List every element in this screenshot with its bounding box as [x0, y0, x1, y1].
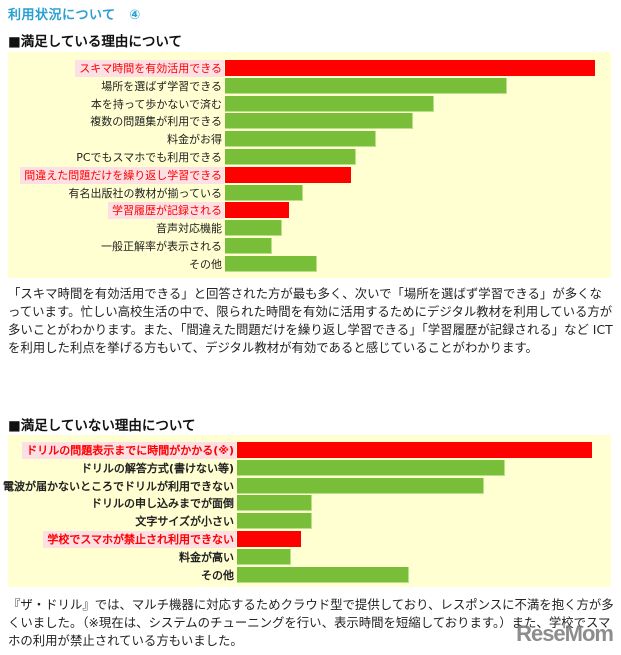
section-title-unsatisfied: ■満足していない理由について [8, 418, 196, 434]
chart-row: 有名出版社の教材が揃っている [8, 184, 611, 202]
chart-row: PCでもスマホでも利用できる [8, 149, 611, 166]
chart-row: スキマ時間を有効活用できる [8, 60, 611, 77]
bar-label: スキマ時間を有効活用できる [75, 60, 224, 77]
bar-label: 一般正解率が表示される [101, 240, 222, 253]
bar [237, 531, 301, 547]
chart-row: 電波が届かないところでドリルが利用できない [3, 477, 611, 495]
chart-row: 本を持って歩かないで済む [8, 95, 611, 113]
bar [237, 566, 409, 583]
chart-row: 料金がお得 [8, 131, 611, 148]
bar [225, 202, 289, 219]
bar [225, 220, 282, 237]
bar [237, 442, 592, 458]
bar-label: 場所を選ばず学習できる [101, 79, 222, 93]
bar [225, 238, 272, 254]
bar [225, 149, 356, 165]
bar-label: 音声対応機能 [156, 222, 222, 236]
bar-label: 料金が高い [179, 550, 234, 564]
bar [225, 113, 413, 130]
unsatisfied-reasons-chart: ドリルの問題表示までに時間がかかる(※) ドリルの解答方式(書けない等) 電波が届か… [3, 435, 611, 587]
bar-label: 複数の問題集が利用できる [90, 115, 222, 129]
bar [237, 495, 312, 512]
bar [225, 184, 303, 201]
chart-row: ドリルの解答方式(書けない等) [8, 459, 611, 477]
bar-label: ドリルの申し込みまでが面倒 [91, 497, 234, 511]
resemom-logo: ReseMom [516, 621, 614, 646]
chart-row: 学校でスマホが禁止され利用できない [8, 531, 611, 548]
bar-label: ドリルの問題表示までに時間がかかる(※) [22, 442, 236, 459]
chart-row: 料金が高い [8, 548, 611, 566]
bar [225, 60, 595, 76]
chart-row: 音声対応機能 [8, 220, 611, 237]
bar [225, 131, 376, 148]
bar [225, 255, 317, 272]
chart-row: 間違えた問題だけを繰り返し学習できる [8, 166, 611, 184]
chart-row: 一般正解率が表示される [8, 238, 611, 255]
chart-row: 場所を選ばず学習できる [8, 77, 611, 95]
page-title: 利用状況について ④ [8, 8, 141, 23]
bar-label: 学習履歴が記録される [108, 202, 224, 220]
bar [237, 513, 312, 530]
satisfied-paragraph: 「スキマ時間を有効活用できる」と回答された方が最も多く、次いで「場所を選ばず学習… [8, 286, 613, 355]
chart-row: 複数の問題集が利用できる [8, 113, 611, 130]
bar [225, 166, 351, 183]
chart-row: ドリルの問題表示までに時間がかかる(※) [8, 442, 611, 459]
bar-label: 電波が届かないところでドリルが利用できない [3, 479, 234, 493]
chart-row: 文字サイズが小さい [8, 513, 611, 530]
bar-label: その他 [189, 257, 222, 271]
chart-row: 学習履歴が記録される [8, 202, 611, 220]
bar-label: ドリルの解答方式(書けない等) [80, 461, 234, 475]
bar-label: PCでもスマホでも利用できる [76, 151, 222, 164]
section-title-satisfied: ■満足している理由について [8, 34, 182, 50]
bar [225, 77, 507, 94]
bar [237, 477, 484, 494]
bar-label: 間違えた問題だけを繰り返し学習できる [20, 166, 224, 184]
satisfied-reasons-chart: スキマ時間を有効活用できる場所を選ばず学習できる本を持って歩かないで済む 複数の問… [8, 52, 611, 278]
bar-label: 文字サイズが小さい [135, 515, 234, 529]
chart-row: ドリルの申し込みまでが面倒 [8, 495, 611, 512]
bar-label: 料金がお得 [167, 133, 222, 147]
chart-row: その他 [8, 255, 611, 273]
bar-label: 学校でスマホが禁止され利用できない [43, 531, 236, 548]
unsatisfied-paragraph: 『ザ・ドリル』では、マルチ機器に対応するためクラウド型で提供しており、レスポンス… [8, 597, 614, 648]
bar [237, 548, 291, 565]
bar [237, 459, 505, 476]
bar-label: 有名出版社の教材が揃っている [68, 186, 222, 200]
chart-row: その他 [8, 566, 611, 584]
bar-label: 本を持って歩かないで済む [90, 97, 222, 111]
bar-label: その他 [201, 568, 234, 582]
bar [225, 95, 434, 112]
